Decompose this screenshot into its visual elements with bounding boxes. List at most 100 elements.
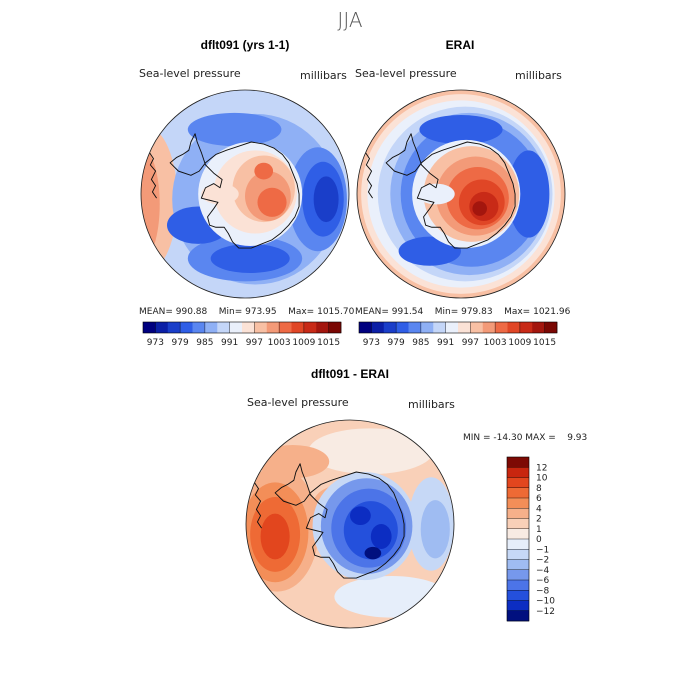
panel3-colorbar-swatch (507, 610, 529, 622)
panel3-contour-region (308, 428, 434, 475)
panel3-colorbar-level-label: −10 (536, 597, 555, 607)
panel1-colorbar-swatch (167, 322, 181, 333)
panel1-title: dflt091 (yrs 1-1) (200, 38, 290, 52)
panel2-units-label: millibars (515, 69, 562, 82)
panel1-colorbar-level-label: 1009 (292, 338, 315, 348)
panel3-coastline-south-america (253, 482, 262, 529)
panel2-colorbar-level-label: 991 (437, 338, 454, 348)
panel3-variable-label: Sea-level pressure (247, 396, 349, 409)
panel2-contour-region (507, 150, 550, 238)
panel2-colorbar-level-label: 1015 (533, 338, 556, 348)
panel3-colorbar-level-label: −6 (536, 576, 550, 586)
panel1-colorbar: 973 979 985 991 997 1003 1009 1015 (142, 321, 342, 348)
panel1-colorbar-level-label: 997 (246, 338, 263, 348)
panel3-colorbar-swatch (507, 600, 529, 612)
panel2-colorbar-swatch (445, 322, 459, 333)
panel3-colorbar-level-label: 0 (536, 535, 542, 545)
panel2-colorbar-swatch (359, 322, 372, 333)
panel1-colorbar-level-label: 991 (221, 338, 238, 348)
panel3-colorbar-level-label: 4 (536, 504, 542, 514)
panel2-coastline (385, 133, 516, 249)
panel1-colorbar-swatch (242, 322, 255, 333)
panel1-colorbar-swatch (279, 322, 292, 333)
panel2-colorbar-frame (358, 321, 558, 334)
panel1-colorbar-swatch (204, 322, 218, 333)
panel3-colorbar-swatch (507, 590, 529, 601)
panel3-colorbar-level-label: −4 (536, 566, 550, 576)
panel3-stats: MIN = -14.30 MAX = 9.93 (463, 433, 588, 443)
panel1-mean-value: 990.88 (175, 307, 208, 317)
panel1-contour-region (141, 147, 160, 262)
panel1-coastline-south-america (148, 152, 157, 199)
panel2-contour-region (417, 183, 455, 205)
panel1-colorbar-swatch (303, 322, 317, 333)
panel1-contour-region (210, 243, 290, 274)
panel2-colorbar-swatch (532, 322, 545, 333)
panel1-colorbar-swatch (143, 322, 156, 333)
panel3-colorbar-swatch (507, 508, 529, 519)
panel1-colorbar-level-label: 1015 (317, 338, 340, 348)
panel2-colorbar-level-label: 997 (462, 338, 479, 348)
panel3-units-label: millibars (408, 398, 455, 411)
panel3-colorbar-swatch (507, 498, 529, 509)
panel1-contour-region (313, 176, 339, 223)
panel2-map-border (356, 89, 566, 299)
panel2-contour-region (419, 114, 503, 145)
panel2-mean-value: 991.54 (391, 307, 424, 317)
panel1-colorbar-swatch (254, 322, 268, 333)
panel3-colorbar-swatch (507, 457, 529, 468)
panel1-colorbar-swatch (229, 322, 243, 333)
panel1-max-value: 1015.70 (317, 307, 355, 317)
panel1-contour-region (201, 183, 239, 205)
panel2-colorbar-swatch (433, 322, 446, 333)
panel1-colorbar-level-label: 1003 (268, 338, 291, 348)
panel3-colorbar-level-label: 6 (536, 494, 542, 504)
panel1-coastline (169, 133, 300, 249)
panel2-colorbar-swatch (371, 322, 385, 333)
panel3-colorbar-swatch (507, 569, 529, 581)
panel2-colorbar-swatch (420, 322, 434, 333)
panel2-colorbar-swatch (495, 322, 508, 333)
panel3-colorbar-level-label: −2 (536, 556, 549, 566)
panel2-colorbar-level-label: 1003 (484, 338, 507, 348)
panel2-colorbar-swatch (396, 322, 409, 333)
panel3-coastline (274, 463, 405, 579)
panel2-colorbar-swatch (544, 322, 558, 333)
panel3-colorbar-level-label: −8 (536, 586, 550, 596)
panel3-colorbar-swatch (507, 559, 529, 571)
panel3-contour-region (256, 444, 330, 479)
panel3-colorbar-swatch (507, 467, 529, 478)
panel2-max-label: Max= (504, 307, 531, 317)
panel3-colorbar-swatch (507, 549, 529, 560)
panel3-contour-region (350, 506, 371, 526)
panel3-map (245, 419, 455, 629)
panel1-contour-region (187, 112, 282, 147)
panel3-contour-region (364, 546, 382, 560)
panel2-colorbar-swatch (482, 322, 496, 333)
panel2-min-value: 979.83 (461, 307, 493, 317)
panel1-colorbar-swatch (180, 322, 193, 333)
panel3-contour-region (370, 524, 392, 549)
panel2-colorbar-swatch (470, 322, 484, 333)
panel2-colorbar: 973 979 985 991 997 1003 1009 1015 (358, 321, 558, 348)
panel1-colorbar-swatch (316, 322, 329, 333)
panel1-colorbar-level-label: 973 (147, 338, 164, 348)
panel1-contour-region (254, 162, 274, 180)
panel1-max-label: Max= (288, 307, 315, 317)
panel3-contour-region (260, 513, 290, 560)
panel1-colorbar-level-label: 979 (172, 338, 189, 348)
panel1-map-border (140, 89, 350, 299)
panel1-colorbar-swatch (291, 322, 305, 333)
panel2-colorbar-swatch (458, 322, 471, 333)
panel2-coastline-south-america (364, 152, 373, 199)
panel1-colorbar-swatch (192, 322, 206, 333)
panel2-colorbar-level-label: 985 (412, 338, 429, 348)
panel2-colorbar-swatch (507, 322, 521, 333)
panel2-colorbar-level-label: 1009 (508, 338, 531, 348)
panel2-mean-label: MEAN= (355, 307, 389, 317)
panel2-colorbar-level-label: 973 (363, 338, 380, 348)
panel2-colorbar-level-label: 979 (388, 338, 405, 348)
panel1-colorbar-swatch (266, 322, 280, 333)
panel2-colorbar-swatch (408, 322, 422, 333)
